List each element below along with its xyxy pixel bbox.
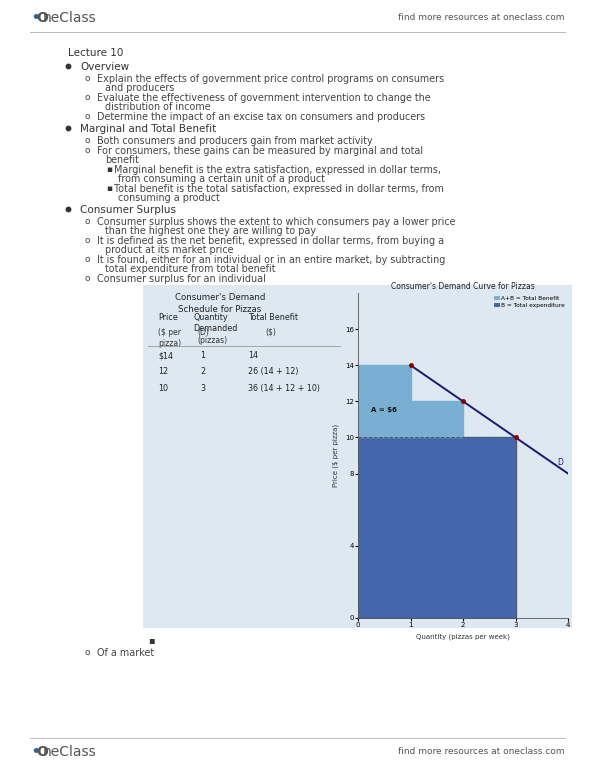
Bar	[143, 285, 572, 628]
Text: A ≈ $6: A ≈ $6	[371, 407, 397, 413]
Text: •: •	[30, 743, 40, 761]
Text: o: o	[84, 217, 90, 226]
Text: o: o	[84, 236, 90, 245]
Text: distribution of income: distribution of income	[105, 102, 211, 112]
Text: neClass: neClass	[43, 745, 97, 759]
Text: Lecture 10: Lecture 10	[68, 48, 123, 58]
Text: 12: 12	[158, 367, 168, 376]
Text: D: D	[557, 458, 563, 467]
Title: Consumer's Demand Curve for Pizzas: Consumer's Demand Curve for Pizzas	[391, 282, 535, 291]
Text: Marginal and Total Benefit: Marginal and Total Benefit	[80, 124, 216, 134]
Text: ($): ($)	[265, 328, 276, 337]
Text: •: •	[30, 9, 40, 27]
Y-axis label: Price ($ per pizza): Price ($ per pizza)	[333, 424, 339, 487]
Text: o: o	[84, 136, 90, 145]
Text: 36 (14 + 12 + 10): 36 (14 + 12 + 10)	[248, 384, 320, 393]
Text: Consumer's Demand
Schedule for Pizzas: Consumer's Demand Schedule for Pizzas	[175, 293, 265, 314]
Text: benefit: benefit	[105, 155, 139, 165]
Text: Price: Price	[158, 313, 178, 322]
Text: neClass: neClass	[43, 11, 97, 25]
Text: 14: 14	[248, 351, 258, 360]
Text: Evaluate the effectiveness of government intervention to change the: Evaluate the effectiveness of government…	[97, 93, 431, 103]
Text: from consuming a certain unit of a product: from consuming a certain unit of a produ…	[118, 174, 325, 184]
Text: and producers: and producers	[105, 83, 174, 93]
Text: 1: 1	[200, 351, 205, 360]
Text: Total benefit is the total satisfaction, expressed in dollar terms, from: Total benefit is the total satisfaction,…	[114, 184, 444, 194]
Text: 10: 10	[158, 384, 168, 393]
Text: Total Benefit: Total Benefit	[248, 313, 298, 322]
Text: o: o	[84, 648, 90, 657]
Text: Determine the impact of an excise tax on consumers and producers: Determine the impact of an excise tax on…	[97, 112, 425, 122]
Text: ▪: ▪	[106, 184, 112, 193]
Text: (pizzas): (pizzas)	[197, 336, 227, 345]
Text: ($ per
pizza): ($ per pizza)	[158, 328, 181, 348]
Text: Of a market: Of a market	[97, 648, 154, 658]
Text: o: o	[84, 255, 90, 264]
Text: Explain the effects of government price control programs on consumers: Explain the effects of government price …	[97, 74, 444, 84]
X-axis label: Quantity (pizzas per week): Quantity (pizzas per week)	[416, 634, 510, 640]
Text: ▪: ▪	[148, 635, 155, 645]
Text: ▪: ▪	[106, 165, 112, 174]
Text: For consumers, these gains can be measured by marginal and total: For consumers, these gains can be measur…	[97, 146, 423, 156]
Text: 3: 3	[200, 384, 205, 393]
Text: $14: $14	[158, 351, 173, 360]
Text: o: o	[84, 112, 90, 121]
Text: O: O	[36, 745, 48, 759]
Text: Overview: Overview	[80, 62, 129, 72]
Text: o: o	[84, 93, 90, 102]
Text: find more resources at oneclass.com: find more resources at oneclass.com	[399, 14, 565, 22]
Text: Consumer surplus for an individual: Consumer surplus for an individual	[97, 274, 266, 284]
Text: Consumer Surplus: Consumer Surplus	[80, 205, 176, 215]
Text: (D): (D)	[197, 328, 209, 337]
Text: o: o	[84, 146, 90, 155]
Text: o: o	[84, 74, 90, 83]
Text: find more resources at oneclass.com: find more resources at oneclass.com	[399, 748, 565, 756]
Text: o: o	[84, 274, 90, 283]
Text: Marginal benefit is the extra satisfaction, expressed in dollar terms,: Marginal benefit is the extra satisfacti…	[114, 165, 441, 175]
Text: than the highest one they are willing to pay: than the highest one they are willing to…	[105, 226, 316, 236]
Text: product at its market price: product at its market price	[105, 245, 233, 255]
Text: consuming a product: consuming a product	[118, 193, 220, 203]
Text: It is defined as the net benefit, expressed in dollar terms, from buying a: It is defined as the net benefit, expres…	[97, 236, 444, 246]
Legend: A+B = Total Benefit, B = Total expenditure: A+B = Total Benefit, B = Total expenditu…	[494, 296, 565, 308]
Text: total expenditure from total benefit: total expenditure from total benefit	[105, 264, 275, 274]
Text: O: O	[36, 11, 48, 25]
Text: Quantity
Demanded: Quantity Demanded	[193, 313, 237, 333]
Text: It is found, either for an individual or in an entire market, by subtracting: It is found, either for an individual or…	[97, 255, 446, 265]
Text: Both consumers and producers gain from market activity: Both consumers and producers gain from m…	[97, 136, 372, 146]
Text: Consumer surplus shows the extent to which consumers pay a lower price: Consumer surplus shows the extent to whi…	[97, 217, 456, 227]
Text: 2: 2	[200, 367, 205, 376]
Text: 26 (14 + 12): 26 (14 + 12)	[248, 367, 299, 376]
